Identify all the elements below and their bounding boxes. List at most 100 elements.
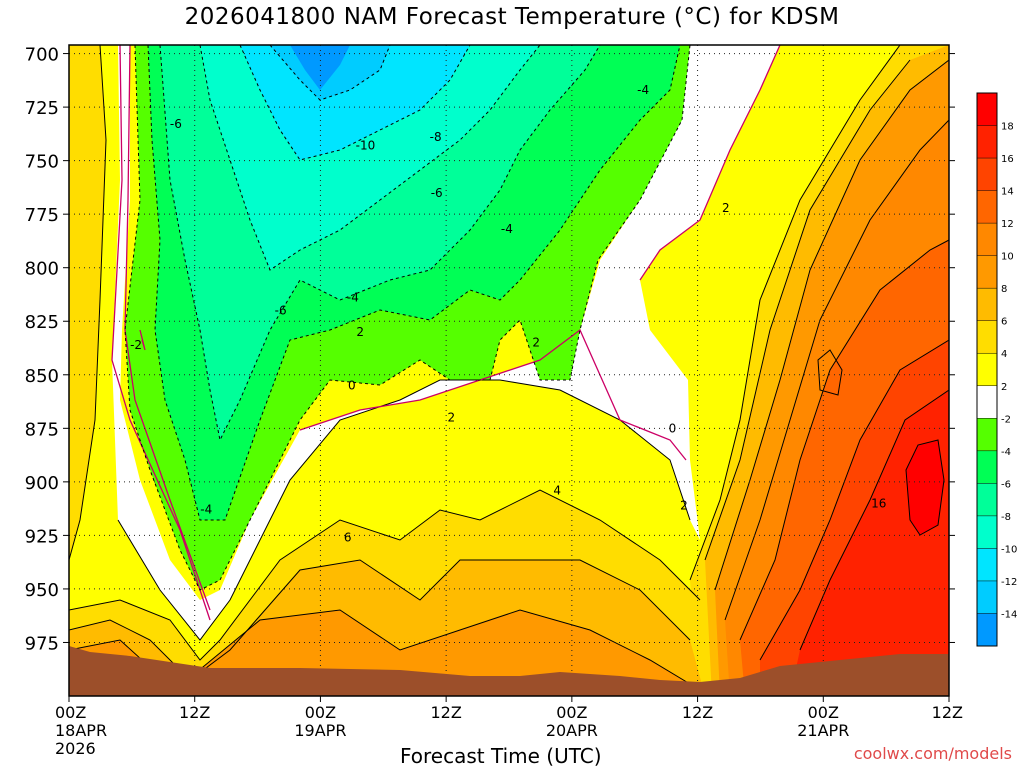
- contour-line: [799, 389, 949, 651]
- colorbar-label: -2: [1001, 414, 1011, 425]
- colorbar-label: -12: [1001, 577, 1017, 588]
- x-tick-label: 12Z: [430, 703, 461, 722]
- contour-line: [704, 59, 911, 561]
- contour-line: [739, 239, 949, 641]
- colorbar-swatch: [977, 125, 997, 159]
- contour-line: [689, 45, 901, 581]
- contour-label: 2: [532, 336, 540, 350]
- contour-line-dashed: [269, 45, 391, 101]
- y-tick-label: 775: [25, 205, 59, 226]
- contour-label: 0: [348, 378, 356, 392]
- contour-label: 2: [448, 411, 456, 425]
- x-tick-label: 12Z: [179, 703, 210, 722]
- contour-region-fill_above_18: [906, 440, 944, 535]
- x-tick-date: 18APR: [55, 721, 107, 740]
- contour-label: -8: [430, 130, 442, 144]
- contour-line: [905, 439, 945, 536]
- contour-region-fill_below_m14: [290, 45, 350, 90]
- contour-line-dashed: [124, 45, 691, 591]
- contour-line: [817, 349, 843, 396]
- contour-line: [69, 559, 691, 681]
- contour-label: -4: [637, 83, 649, 97]
- colorbar-label: 18: [1001, 122, 1014, 133]
- x-tick-date: 19APR: [294, 721, 346, 740]
- contour-label: -10: [356, 139, 376, 153]
- x-tick-label: 00Z: [808, 703, 839, 722]
- colorbar-label: 10: [1001, 252, 1014, 263]
- contour-label: 2: [680, 498, 688, 512]
- colorbar-swatch: [977, 385, 997, 419]
- colorbar-swatch: [977, 255, 997, 289]
- y-tick-label: 825: [25, 312, 59, 333]
- y-tick-label: 875: [25, 419, 59, 440]
- colorbar-label: 6: [1001, 317, 1007, 328]
- y-axis: 700 725 750 775 800 825 850 875 900 925 950 975: [25, 45, 955, 654]
- zero-contour-line: [639, 45, 781, 281]
- colorbar-label: -14: [1001, 609, 1017, 620]
- contour-label: -4: [347, 291, 359, 305]
- x-tick-year: 2026: [55, 739, 96, 758]
- contour-labels: -6 -10 -8 -4 -6 -4 2 -6 -4 -2 2 2 0 2 0 4 2 -4 6 16: [130, 83, 886, 545]
- colorbar-swatch: [977, 223, 997, 256]
- y-tick-label: 925: [25, 526, 59, 547]
- contour-region-fill_neutral: [108, 45, 780, 640]
- colorbar-label: -8: [1001, 512, 1011, 523]
- colorbar-swatch: [977, 613, 997, 646]
- x-tick-label: 00Z: [55, 703, 86, 722]
- x-tick-label: 12Z: [682, 703, 713, 722]
- y-tick-label: 750: [25, 152, 59, 173]
- colorbar-swatch: [977, 353, 997, 386]
- colorbar-label: -10: [1001, 544, 1017, 555]
- contour-label: 4: [553, 483, 561, 497]
- contour-line: [759, 339, 949, 661]
- contour-label: -2: [130, 338, 142, 352]
- colorbar-swatch: [977, 483, 997, 516]
- contour-line: [69, 489, 701, 661]
- colorbar-swatch: [977, 418, 997, 451]
- contour-line-dashed: [239, 45, 471, 161]
- y-tick-label: 850: [25, 366, 59, 387]
- y-tick-label: 950: [25, 580, 59, 601]
- zero-contour-line: [124, 45, 211, 611]
- colorbar-label: 14: [1001, 187, 1014, 198]
- colorbar-swatch: [977, 190, 997, 224]
- colorbar-swatch: [977, 515, 997, 549]
- colorbar-swatch: [977, 288, 997, 321]
- y-tick-label: 700: [25, 45, 59, 66]
- colorbar-label: -4: [1001, 447, 1011, 458]
- contour-label: -6: [275, 304, 287, 318]
- x-axis-label: Forecast Time (UTC): [400, 744, 602, 768]
- contour-label: -4: [501, 222, 513, 236]
- colorbar-label: -6: [1001, 479, 1011, 490]
- contour-line: [714, 59, 949, 591]
- contour-label: 0: [669, 421, 677, 435]
- colorbar-border: [976, 92, 998, 647]
- colorbar-swatch: [977, 548, 997, 581]
- contour-region-fill_4_6: [69, 45, 106, 560]
- plot-border: [68, 44, 950, 697]
- zero-contour-line: [139, 329, 146, 351]
- plot-frame: [68, 44, 950, 697]
- x-tick-date: 21APR: [797, 721, 849, 740]
- contour-label: -6: [431, 186, 443, 200]
- contour-line-dashed: [147, 45, 681, 521]
- grid: [69, 45, 949, 696]
- y-tick-label: 975: [25, 633, 59, 654]
- zero-contour-line: [111, 45, 211, 621]
- contour-label: 16: [871, 496, 886, 510]
- colorbar-label: 4: [1001, 349, 1007, 360]
- colorbar-swatch: [977, 93, 997, 126]
- contour-label: -6: [170, 117, 182, 131]
- contour-label: 2: [356, 325, 364, 339]
- contour-line: [69, 45, 107, 561]
- x-tick-label: 00Z: [556, 703, 587, 722]
- colorbar-swatch: [977, 450, 997, 484]
- colorbar-label: 8: [1001, 284, 1007, 295]
- contour-label: -4: [200, 503, 212, 517]
- colorbar-swatch: [977, 158, 997, 191]
- colorbar-swatch: [977, 580, 997, 614]
- colorbar-label: 2: [1001, 382, 1007, 393]
- x-tick-date: 20APR: [546, 721, 598, 740]
